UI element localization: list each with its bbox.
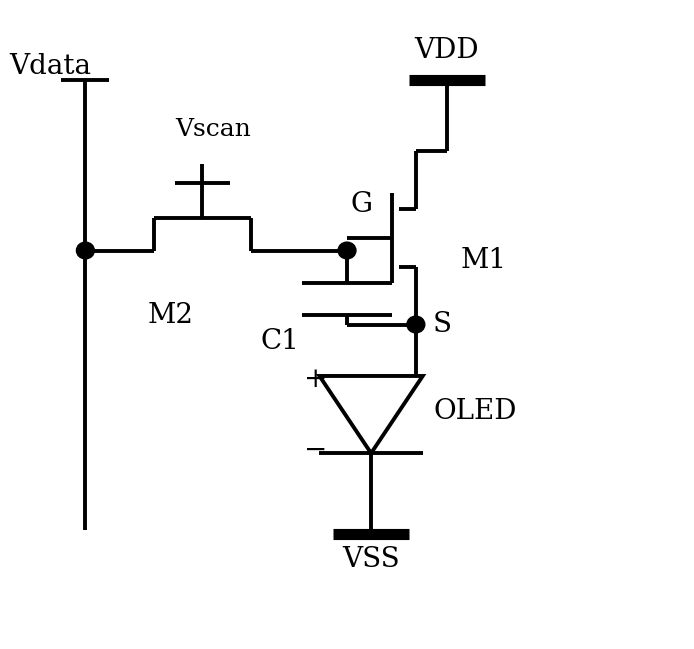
Text: VDD: VDD	[414, 37, 479, 64]
Circle shape	[338, 242, 356, 259]
Text: −: −	[305, 437, 328, 463]
Text: M2: M2	[147, 302, 194, 329]
Text: M1: M1	[461, 247, 507, 274]
Text: +: +	[305, 365, 328, 393]
Text: OLED: OLED	[433, 398, 516, 425]
Text: S: S	[433, 311, 452, 338]
Text: C1: C1	[261, 328, 300, 355]
Text: Vdata: Vdata	[10, 53, 92, 80]
Circle shape	[407, 316, 425, 333]
Text: G: G	[350, 191, 373, 218]
Text: Vscan: Vscan	[175, 118, 251, 141]
Circle shape	[76, 242, 94, 259]
Text: VSS: VSS	[342, 546, 400, 574]
